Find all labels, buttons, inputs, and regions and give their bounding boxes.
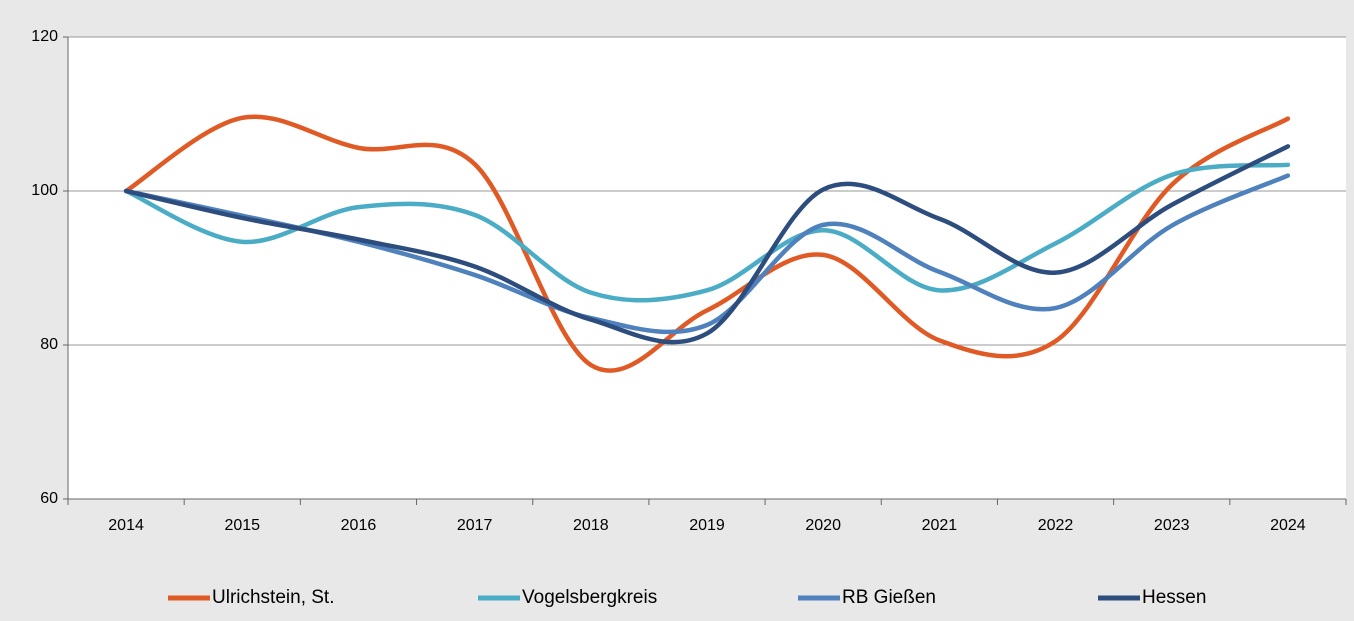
x-tick-label: 2021 (922, 517, 958, 534)
x-tick-label: 2018 (573, 517, 609, 534)
x-tick-label: 2020 (805, 517, 841, 534)
series-line (123, 114, 1291, 373)
x-tick-label: 2023 (1154, 517, 1190, 534)
y-tick-label: 80 (40, 336, 58, 353)
x-tick-label: 2017 (457, 517, 493, 534)
legend-label: Vogelsbergkreis (522, 587, 657, 608)
x-tick-label: 2024 (1270, 517, 1306, 534)
x-tick-label: 2022 (1038, 517, 1074, 534)
x-tick-label: 2019 (689, 517, 725, 534)
y-tick-label: 100 (31, 182, 58, 199)
plot-area (68, 37, 1346, 499)
legend-label: Hessen (1142, 587, 1206, 608)
x-tick-label: 2016 (341, 517, 377, 534)
series-line (123, 162, 1291, 303)
legend-label: Ulrichstein, St. (212, 587, 334, 608)
series-line (123, 144, 1291, 345)
y-tick-label: 60 (40, 490, 58, 507)
x-tick-label: 2015 (224, 517, 260, 534)
y-tick-label: 120 (31, 28, 58, 45)
legend-label: RB Gießen (842, 587, 936, 608)
x-tick-label: 2014 (108, 517, 144, 534)
